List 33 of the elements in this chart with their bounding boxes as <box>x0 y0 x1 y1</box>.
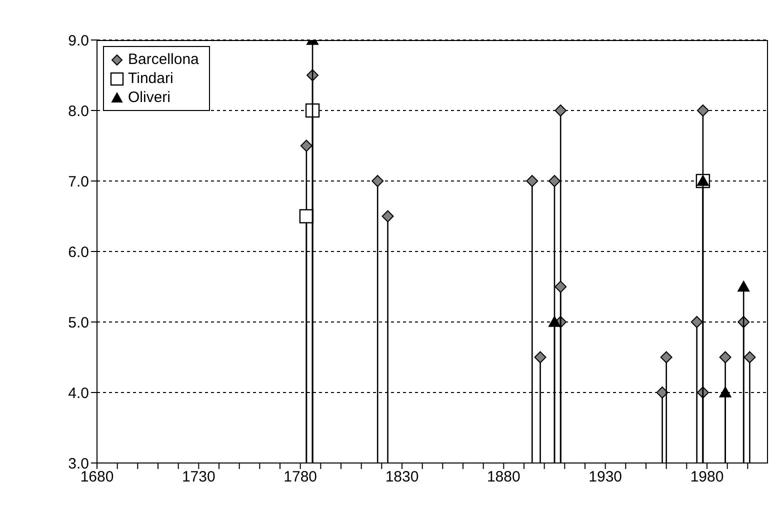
point <box>696 104 709 116</box>
y-tick-label: 4.0 <box>68 384 89 402</box>
y-tick-label: 5.0 <box>68 314 89 332</box>
point <box>744 351 756 364</box>
x-tick-label: 1780 <box>284 468 318 486</box>
y-tick-label: 8.0 <box>68 102 89 120</box>
point <box>526 175 538 187</box>
point <box>299 209 314 224</box>
legend-label: Tindari <box>128 69 174 88</box>
point <box>660 351 672 364</box>
x-tick-label: 1830 <box>385 468 419 486</box>
point <box>534 351 546 364</box>
point <box>372 175 384 187</box>
y-tick-label: 6.0 <box>68 244 89 261</box>
y-tick-label: 9.0 <box>68 32 89 50</box>
point <box>719 351 732 364</box>
legend-label: Oliveri <box>128 88 171 107</box>
x-tick-label: 1930 <box>588 468 622 486</box>
point <box>300 140 312 152</box>
legend-label: Barcellona <box>128 50 199 69</box>
point <box>690 316 703 328</box>
point <box>554 280 567 293</box>
point <box>382 210 394 222</box>
x-tick-label: 1980 <box>690 468 724 486</box>
x-tick-label: 1880 <box>486 468 520 486</box>
point <box>554 104 567 116</box>
x-tick-label: 1730 <box>182 468 216 486</box>
point <box>548 316 560 327</box>
point <box>305 103 320 118</box>
point <box>719 386 732 398</box>
point <box>548 175 560 187</box>
point <box>738 280 750 292</box>
y-tick-label: 7.0 <box>68 173 89 190</box>
